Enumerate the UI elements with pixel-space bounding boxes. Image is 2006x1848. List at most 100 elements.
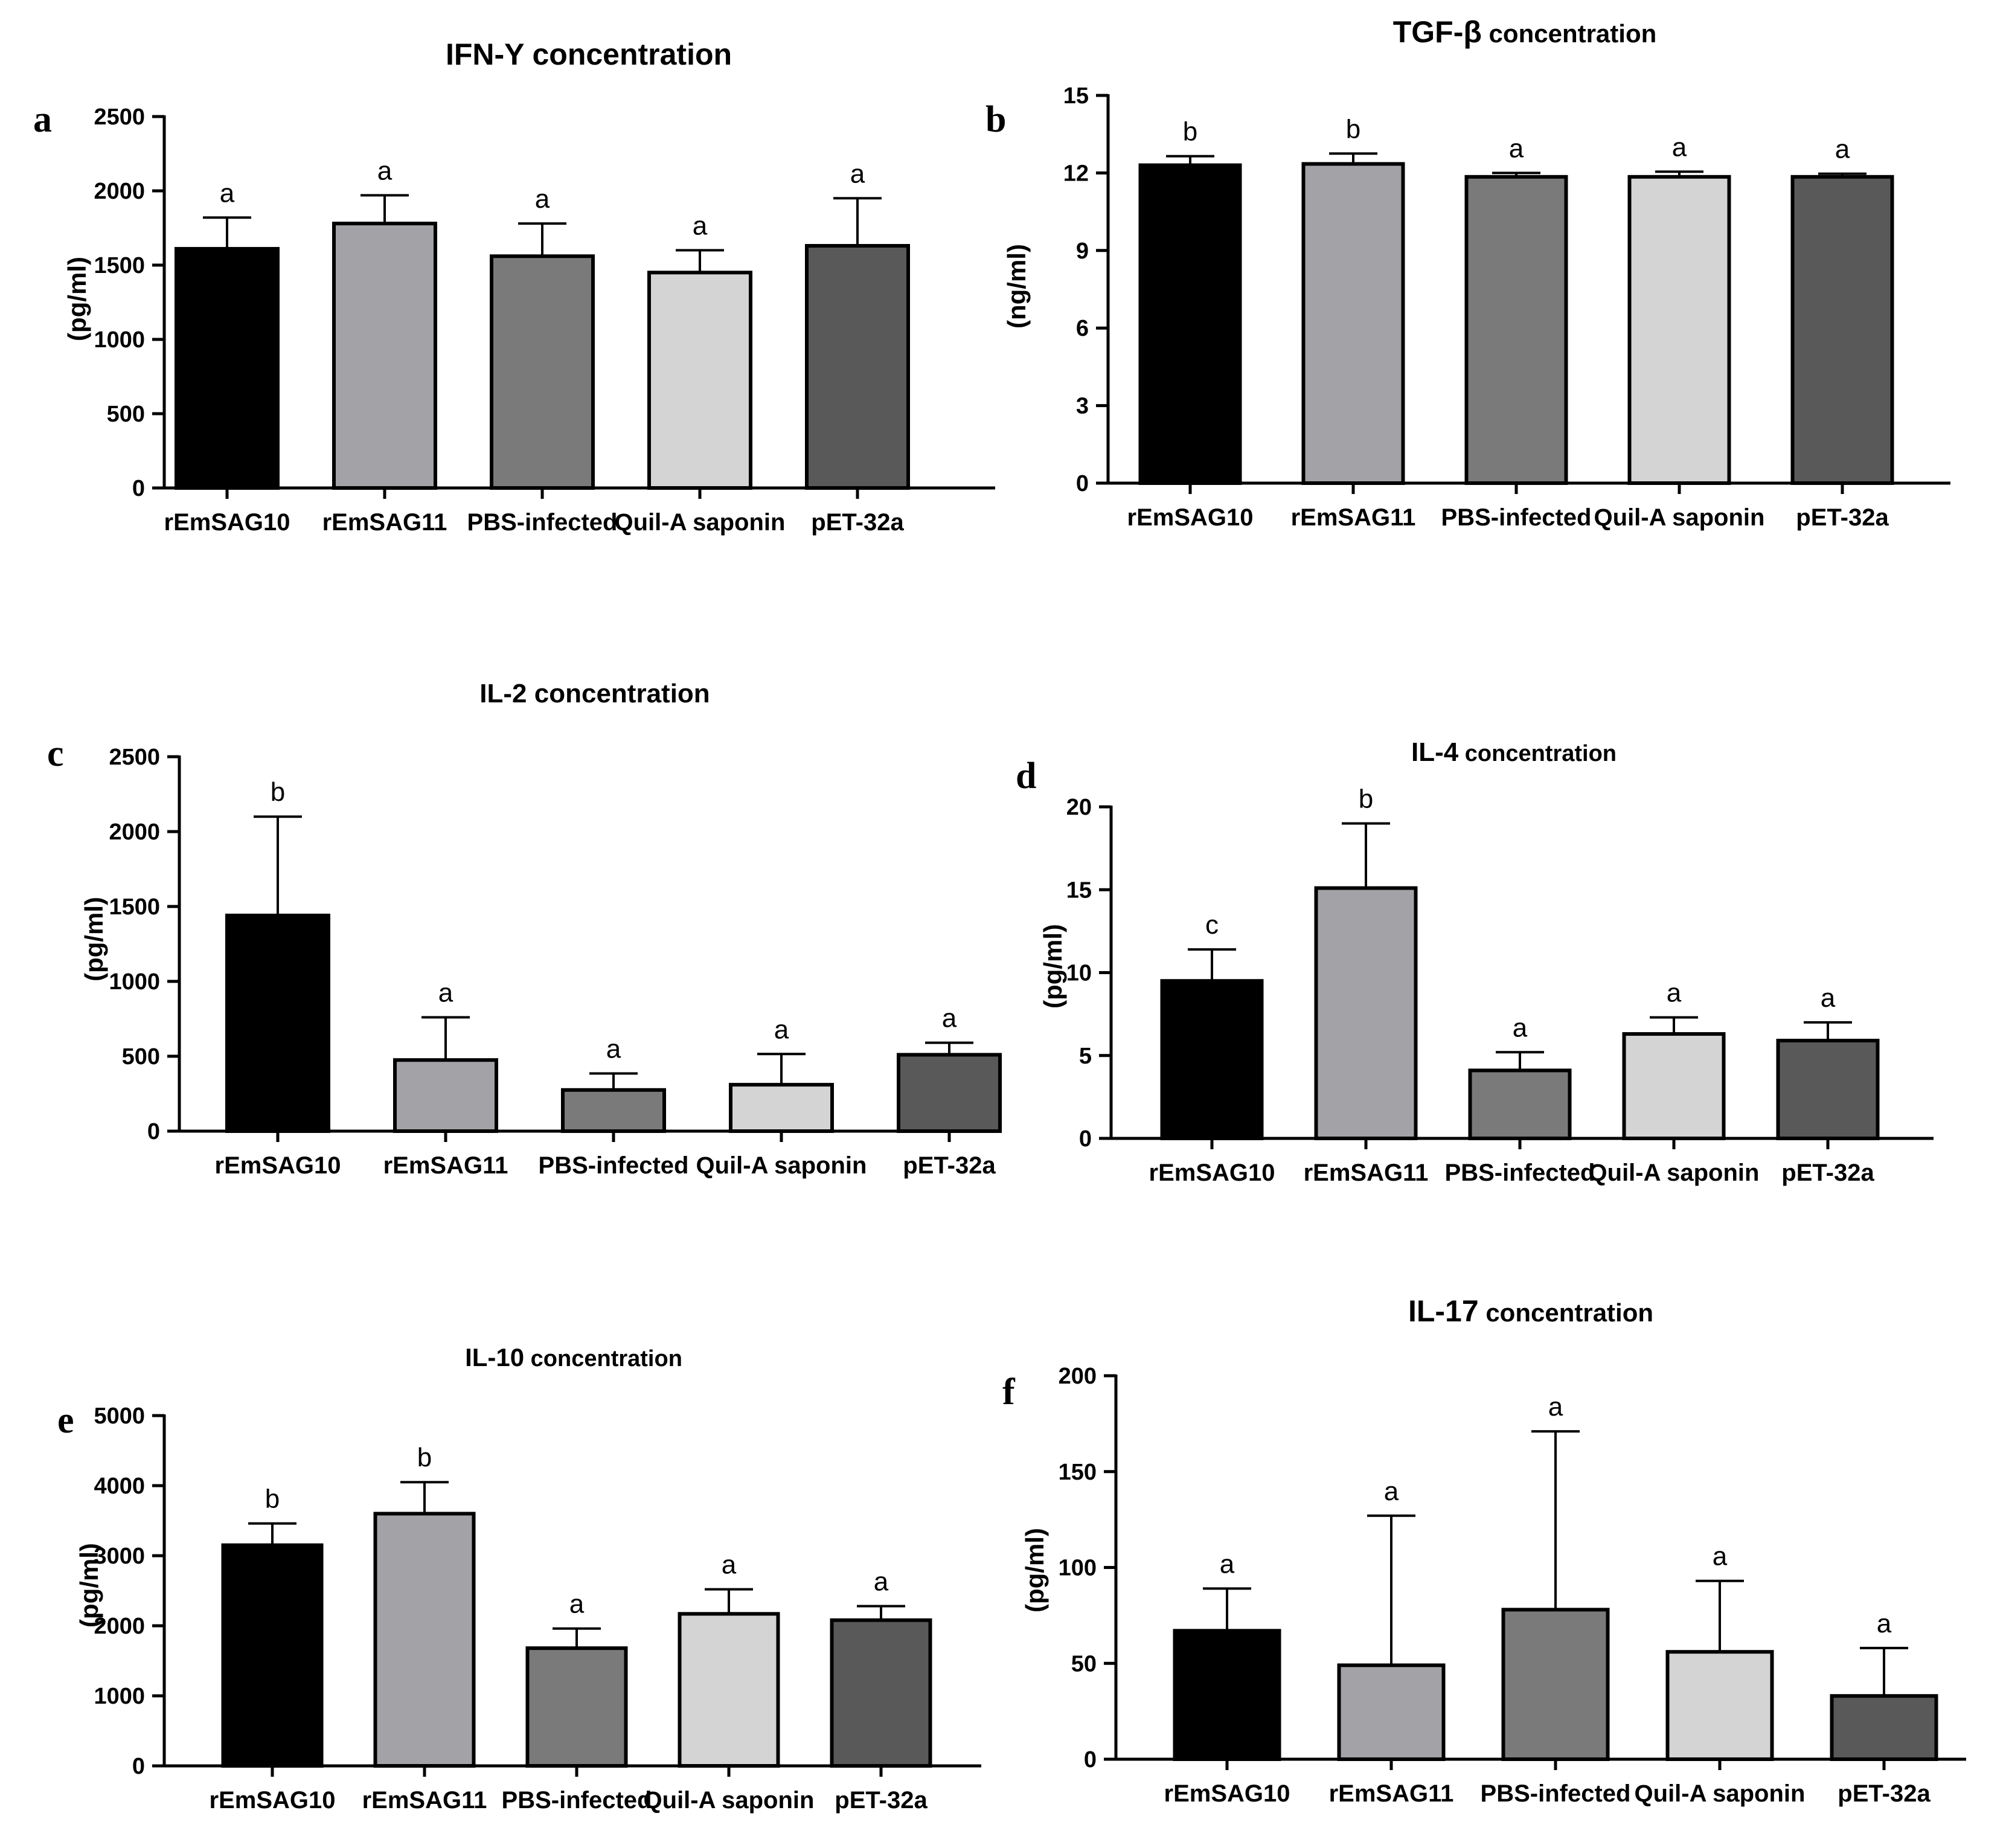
y-tick-label: 150 — [1059, 1460, 1097, 1485]
x-tick-label: pET-32a — [811, 509, 904, 536]
significance-letter: a — [569, 1590, 585, 1619]
chart-title-a: IFN-Y concentration — [446, 37, 732, 71]
title-rest-d: concentration — [1458, 741, 1617, 766]
chart-title-c: IL-2 concentration — [479, 679, 710, 708]
significance-letter: a — [1220, 1549, 1235, 1579]
bar-remsag10 — [225, 913, 330, 1133]
significance-letter: a — [377, 156, 393, 185]
bar-remsag11 — [393, 1058, 498, 1133]
y-tick-label: 2000 — [94, 179, 145, 204]
x-labels-c: rEmSAG10 rEmSAG11 PBS-infected Quil-A sapon… — [215, 1131, 996, 1179]
bars-f: a a a a a — [1173, 1392, 1938, 1762]
y-tick-label: 10 — [1066, 961, 1092, 986]
y-tick-label: 0 — [132, 1754, 145, 1779]
significance-letter: b — [417, 1443, 432, 1472]
significance-letter: b — [271, 777, 285, 807]
bar-pbs-infected — [1501, 1608, 1610, 1762]
significance-letter: a — [606, 1035, 621, 1064]
title-rest-b: concentration — [1482, 19, 1656, 48]
chart-title-e: IL-10 concentration — [465, 1343, 682, 1372]
significance-letter: a — [942, 1004, 957, 1033]
panel-letter-d: d — [1016, 756, 1036, 797]
y-tick-label: 5 — [1079, 1044, 1092, 1069]
bar-quil-a-saponin — [1627, 175, 1731, 485]
title-main-f: IL-17 — [1408, 1294, 1479, 1328]
y-tick-label: 12 — [1063, 161, 1089, 186]
y-axis-label-b: (ng/ml) — [1002, 244, 1031, 329]
panel-b: b TGF-β concentration (ng/ml) 0 3 6 9 12 15 b… — [985, 15, 1950, 531]
x-tick-label: pET-32a — [1781, 1160, 1874, 1186]
y-tick-label: 1000 — [94, 1684, 145, 1709]
x-labels-f: rEmSAG10 rEmSAG11 PBS-infected Quil-A sapon… — [1164, 1759, 1931, 1807]
bar-remsag11 — [1314, 886, 1418, 1140]
x-tick-label: rEmSAG11 — [383, 1152, 508, 1179]
panel-letter-a: a — [33, 99, 52, 140]
bar-remsag11 — [1301, 162, 1405, 486]
bar-pet-32a — [805, 244, 910, 490]
y-ticks-d: 0 5 10 15 20 — [1066, 795, 1111, 1152]
y-tick-label: 1000 — [109, 969, 160, 995]
title-rest-e: concentration — [524, 1346, 682, 1372]
y-tick-label: 15 — [1063, 83, 1089, 109]
x-tick-label: pET-32a — [903, 1152, 996, 1179]
bars-b: b ba a a — [1138, 114, 1894, 486]
y-tick-label: 0 — [1084, 1747, 1097, 1773]
y-tick-label: 6 — [1076, 316, 1089, 341]
chart-title-f: IL-17 concentration — [1408, 1294, 1653, 1328]
significance-letter: a — [1877, 1609, 1892, 1638]
significance-letter: c — [1205, 910, 1219, 940]
bars-e: b b a a a — [221, 1443, 932, 1768]
panel-e: e IL-10 concentration (pg/ml) 0 1000 2000 3… — [57, 1343, 981, 1814]
y-axis-label-e: (pg/ml) — [75, 1543, 103, 1628]
title-main-b: TGF-β — [1393, 15, 1482, 49]
title-rest-f: concentration — [1479, 1298, 1653, 1327]
y-axis-label-c: (pg/ml) — [80, 897, 108, 981]
y-ticks-e: 0 1000 2000 3000 4000 5000 — [94, 1404, 164, 1779]
significance-letter: a — [874, 1567, 889, 1597]
x-tick-label: PBS-infected — [539, 1152, 689, 1179]
title-main-d: IL-4 — [1411, 737, 1459, 767]
x-tick-label: Quil-A saponin — [644, 1787, 815, 1814]
panel-letter-c: c — [47, 733, 64, 774]
bar-pet-32a — [1776, 1039, 1880, 1141]
y-tick-label: 15 — [1066, 877, 1092, 903]
y-ticks-a: 0 500 1000 1500 2000 2500 — [94, 104, 164, 501]
x-tick-label: PBS-infected — [467, 509, 618, 536]
y-tick-label: 500 — [107, 402, 145, 427]
y-ticks-c: 0 500 1000 1500 2000 2500 — [109, 745, 179, 1144]
x-tick-label: Quil-A saponin — [1635, 1780, 1806, 1807]
x-tick-label: PBS-infected — [1481, 1780, 1631, 1807]
x-tick-label: PBS-infected — [1441, 504, 1592, 531]
x-tick-label: rEmSAG10 — [215, 1152, 341, 1179]
bar-pet-32a — [1790, 175, 1894, 485]
y-tick-label: 1500 — [94, 253, 145, 278]
significance-letter: b — [1346, 114, 1360, 144]
bar-quil-a-saponin — [1622, 1032, 1726, 1140]
significance-letter: a — [693, 211, 708, 240]
significance-letter: b — [1359, 784, 1373, 813]
significance-letter: a — [1821, 983, 1836, 1013]
significance-letter: a — [1835, 135, 1850, 164]
bars-a: a a a a a — [175, 156, 910, 490]
y-tick-label: 0 — [132, 476, 145, 501]
bar-pet-32a — [897, 1053, 1002, 1134]
bar-remsag10 — [221, 1543, 324, 1768]
bar-quil-a-saponin — [647, 271, 752, 490]
significance-letter: a — [1548, 1392, 1563, 1422]
bar-pbs-infected — [525, 1646, 628, 1768]
y-axis-label-f: (pg/ml) — [1021, 1528, 1049, 1612]
significance-letter: a — [1672, 132, 1687, 162]
y-tick-label: 3 — [1076, 394, 1089, 419]
x-tick-label: Quil-A saponin — [1594, 504, 1765, 531]
bar-remsag11 — [1337, 1663, 1446, 1762]
significance-letter: a — [850, 159, 865, 188]
x-labels-b: rEmSAG10 rEmSAG11 PBS-infected Quil-A sapon… — [1127, 483, 1889, 531]
y-tick-label: 1000 — [94, 327, 145, 353]
y-tick-label: 2000 — [109, 820, 160, 845]
significance-letter: a — [220, 178, 235, 208]
y-tick-label: 500 — [122, 1044, 160, 1070]
significance-letter: a — [722, 1550, 737, 1580]
bars-c: b a a a a — [225, 777, 1002, 1134]
